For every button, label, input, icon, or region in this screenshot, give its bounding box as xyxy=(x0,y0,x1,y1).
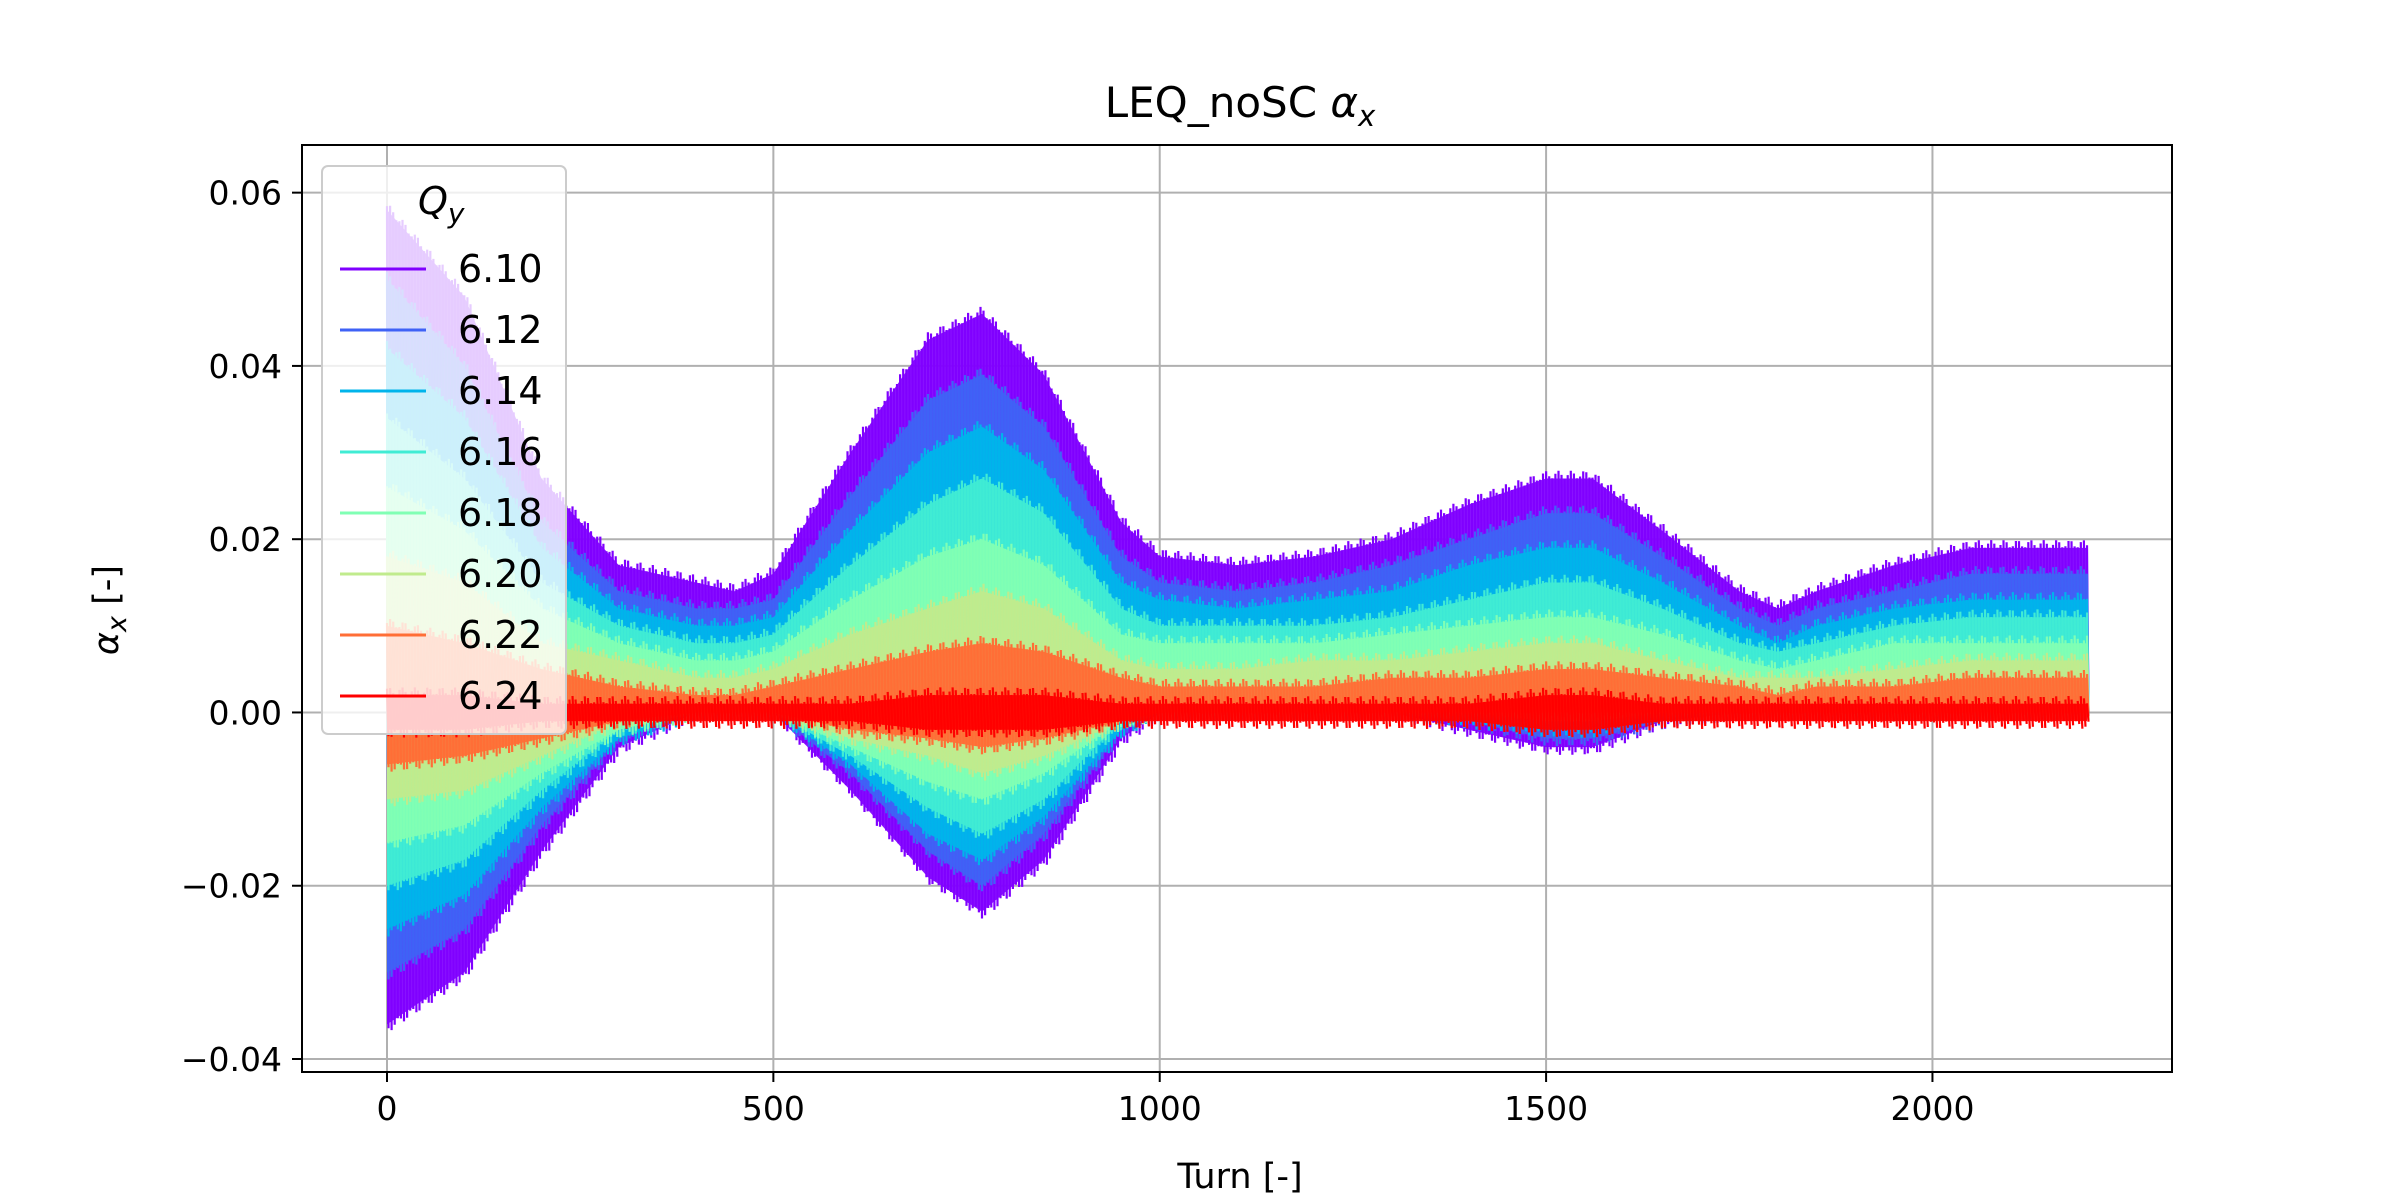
legend-label: 6.20 xyxy=(458,552,543,596)
x-tick-label: 0 xyxy=(377,1089,398,1128)
legend-label: 6.16 xyxy=(458,430,543,474)
y-tick-label: −0.02 xyxy=(181,867,282,906)
legend-item: 6.18 xyxy=(340,491,543,535)
y-tick-label: −0.04 xyxy=(181,1040,282,1079)
x-axis: 0 500 1000 1500 2000 xyxy=(377,1072,1974,1128)
legend-label: 6.24 xyxy=(458,674,543,718)
y-axis-label: αx [-] xyxy=(87,565,133,655)
x-tick-label: 500 xyxy=(742,1089,805,1128)
x-tick-label: 1500 xyxy=(1504,1089,1588,1128)
legend-label: 6.14 xyxy=(458,369,543,413)
x-axis-label: Turn [-] xyxy=(1176,1157,1302,1197)
legend-item: 6.24 xyxy=(340,674,543,718)
legend-item: 6.10 xyxy=(340,247,543,291)
legend: Qy 6.10 6.12 6.14 6.16 6.18 6.20 6.22 6.24 xyxy=(321,165,567,735)
legend-label: 6.18 xyxy=(458,491,543,535)
x-tick-label: 2000 xyxy=(1890,1089,1974,1128)
legend-item: 6.14 xyxy=(340,369,543,413)
legend-items: 6.10 6.12 6.14 6.16 6.18 6.20 6.22 6.24 xyxy=(340,247,543,718)
chart-title: LEQ_noSC αx xyxy=(1105,78,1376,133)
legend-item: 6.16 xyxy=(340,430,543,474)
legend-label: 6.22 xyxy=(458,613,543,657)
x-tick-label: 1000 xyxy=(1118,1089,1202,1128)
legend-item: 6.12 xyxy=(340,308,543,352)
y-axis: −0.04 −0.02 0.00 0.02 0.04 0.06 xyxy=(181,174,302,1079)
legend-item: 6.22 xyxy=(340,613,543,657)
plot-frame xyxy=(301,144,2173,1073)
legend-title: Qy xyxy=(418,179,465,230)
legend-box xyxy=(321,165,567,735)
y-tick-label: 0.06 xyxy=(209,174,282,213)
legend-label: 6.12 xyxy=(458,308,543,352)
y-tick-label: 0.04 xyxy=(209,347,282,386)
y-tick-label: 0.00 xyxy=(209,693,282,732)
y-tick-label: 0.02 xyxy=(209,520,282,559)
legend-item: 6.20 xyxy=(340,552,543,596)
legend-label: 6.10 xyxy=(458,247,543,291)
